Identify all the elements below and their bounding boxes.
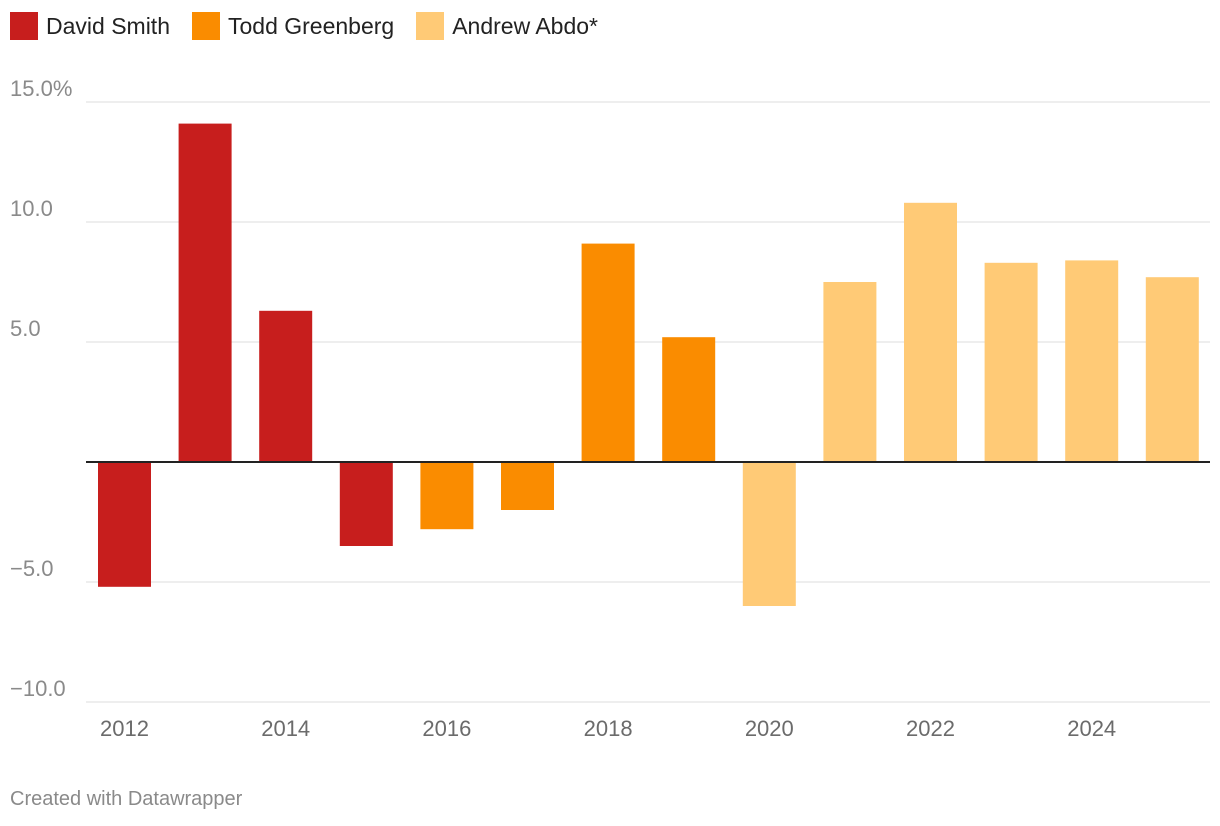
bar-2019 xyxy=(662,337,716,462)
legend-swatch-david-smith xyxy=(10,12,38,40)
bar-2021 xyxy=(823,282,877,462)
footer-credit: Created with Datawrapper xyxy=(10,788,243,810)
x-tick-label: 2016 xyxy=(422,716,471,741)
legend-label-david-smith: David Smith xyxy=(46,12,170,39)
bar-2014 xyxy=(259,310,313,462)
bar-2022 xyxy=(904,202,957,463)
bar-2025 xyxy=(1145,277,1199,462)
y-tick-label: −5.0 xyxy=(10,556,53,581)
chart-legend: David Smith Todd Greenberg Andrew Abdo* xyxy=(10,12,620,40)
legend-swatch-todd-greenberg xyxy=(191,12,220,40)
bar-chart: 15.0% 10.0 5.0 −5.0 −10.0 2012 2014 2016 2018 202… xyxy=(10,76,1210,741)
legend-label-andrew-abdo: Andrew Abdo* xyxy=(452,12,598,39)
bar-2016 xyxy=(420,462,474,530)
legend-label-todd-greenberg: Todd Greenberg xyxy=(227,12,395,39)
x-tick-label: 2020 xyxy=(745,716,794,741)
legend-swatch-andrew-abdo xyxy=(416,12,445,40)
bar-2013 xyxy=(178,123,232,462)
x-tick-label: 2022 xyxy=(906,716,955,741)
bar-2012 xyxy=(98,462,151,587)
legend-item-andrew-abdo: Andrew Abdo* xyxy=(416,12,598,40)
bar-2015 xyxy=(339,462,393,546)
y-tick-label: −10.0 xyxy=(10,676,66,701)
y-tick-label: 15.0% xyxy=(10,76,72,101)
bar-2023 xyxy=(984,262,1038,462)
x-tick-label: 2018 xyxy=(584,716,633,741)
bar-2020 xyxy=(742,462,796,606)
y-tick-label: 10.0 xyxy=(10,196,53,221)
y-tick-label: 5.0 xyxy=(10,316,41,341)
x-tick-label: 2014 xyxy=(261,716,310,741)
legend-item-david-smith: David Smith xyxy=(10,12,170,40)
bar-2024 xyxy=(1065,260,1119,462)
x-tick-label: 2012 xyxy=(100,716,149,741)
legend-item-todd-greenberg: Todd Greenberg xyxy=(191,12,395,40)
bar-2018 xyxy=(581,243,635,462)
x-tick-label: 2024 xyxy=(1067,716,1116,741)
bar-2017 xyxy=(501,462,554,510)
